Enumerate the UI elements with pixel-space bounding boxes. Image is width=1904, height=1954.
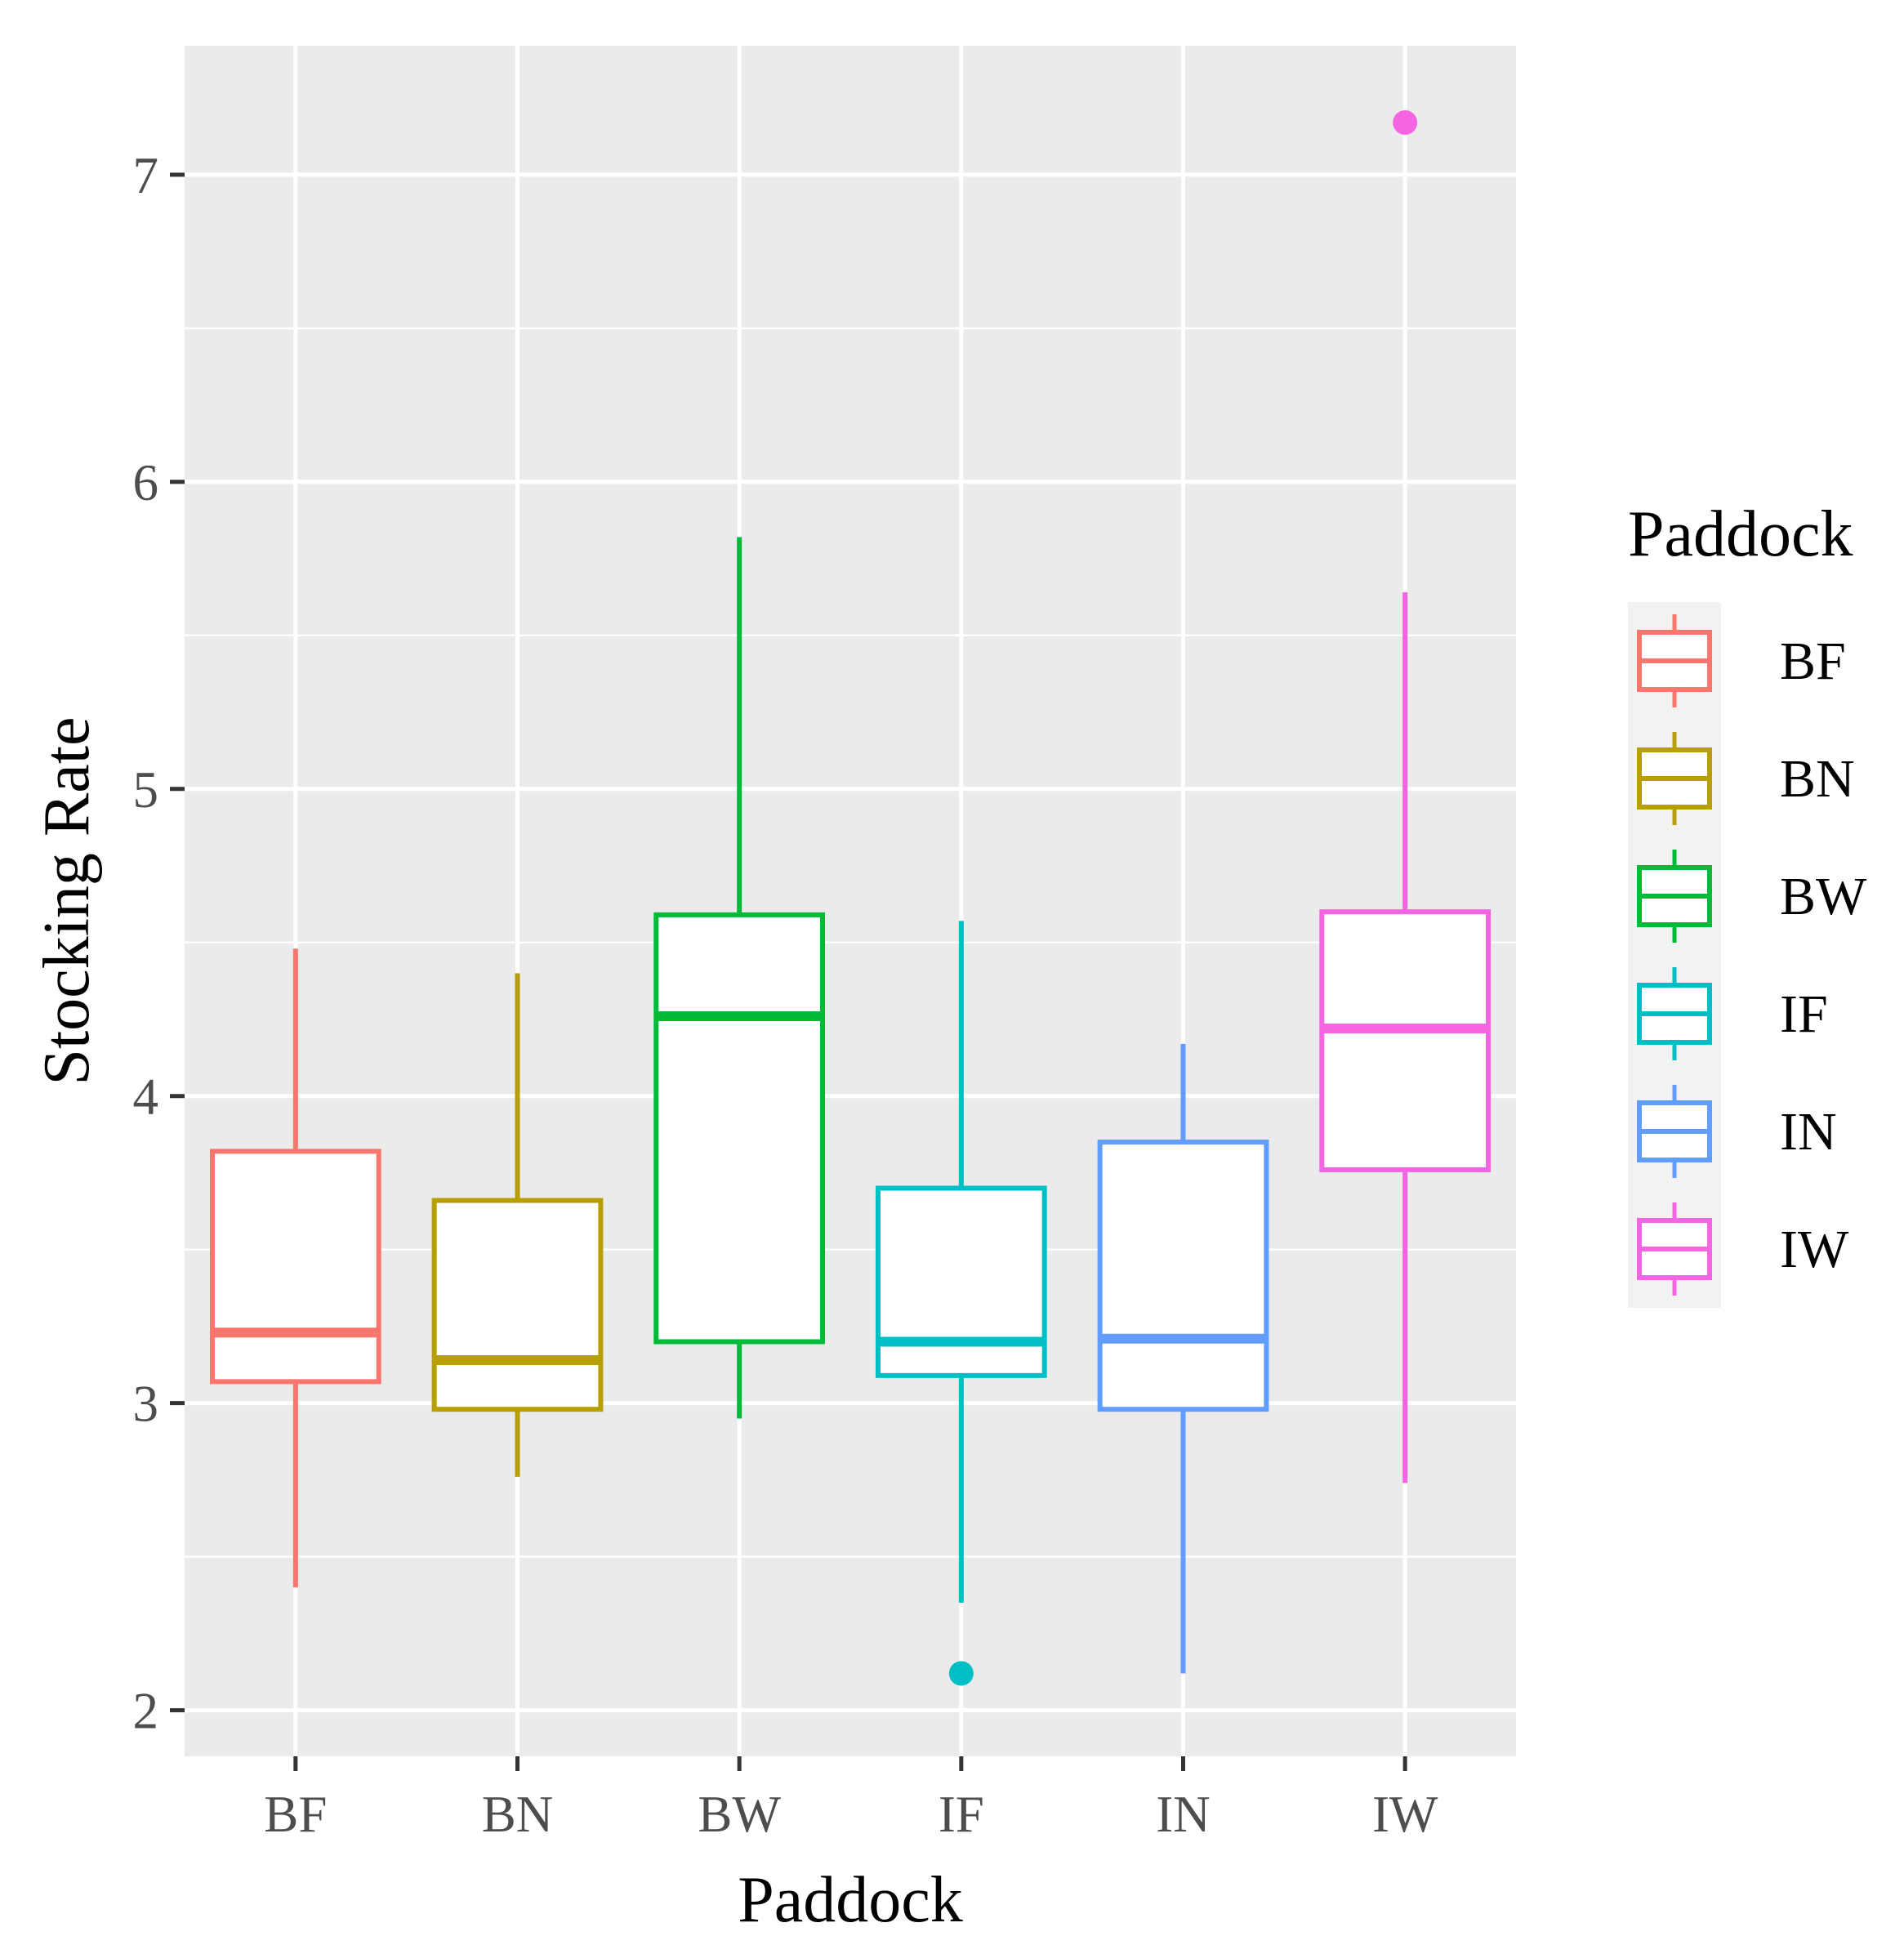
y-axis: 2 3 4 5 6 7 bbox=[133, 147, 185, 1740]
legend-label: IF bbox=[1780, 984, 1828, 1044]
box-bf bbox=[209, 948, 381, 1588]
y-axis-title: Stocking Rate bbox=[31, 716, 103, 1085]
legend-item-in: IN bbox=[1637, 1085, 1837, 1178]
box-in bbox=[1097, 1043, 1269, 1674]
y-tick-label: 6 bbox=[133, 454, 159, 511]
x-tick-label: BF bbox=[264, 1786, 327, 1843]
outlier-point bbox=[1393, 109, 1418, 135]
box-iqr bbox=[1319, 909, 1492, 1172]
y-tick-label: 4 bbox=[133, 1068, 159, 1126]
box-iqr bbox=[875, 1185, 1047, 1378]
legend-label: IW bbox=[1780, 1220, 1849, 1279]
legend-label: IN bbox=[1780, 1102, 1837, 1162]
legend: BF BN BW IF IN IW bbox=[1628, 602, 1867, 1308]
box-iqr bbox=[653, 912, 826, 1345]
legend-item-if: IF bbox=[1637, 967, 1828, 1060]
x-axis-title: Paddock bbox=[738, 1864, 963, 1936]
legend-label: BN bbox=[1780, 749, 1855, 809]
minor-gridlines bbox=[185, 327, 1516, 1558]
box-bw bbox=[653, 537, 826, 1419]
x-tick-label: IW bbox=[1372, 1786, 1438, 1843]
legend-item-bn: BN bbox=[1637, 732, 1855, 825]
box-iqr bbox=[431, 1198, 604, 1412]
plot-panel bbox=[185, 46, 1516, 1756]
box-if bbox=[875, 921, 1047, 1686]
legend-label: BF bbox=[1780, 631, 1846, 691]
legend-item-bw: BW bbox=[1637, 850, 1867, 943]
x-tick-label: BN bbox=[482, 1786, 554, 1843]
legend-key-background bbox=[1628, 602, 1721, 1308]
x-tick-label: IF bbox=[939, 1786, 984, 1843]
legend-item-iw: IW bbox=[1637, 1202, 1849, 1296]
box-bn bbox=[431, 973, 604, 1477]
y-tick-label: 2 bbox=[133, 1683, 159, 1740]
y-tick-label: 3 bbox=[133, 1376, 159, 1433]
outlier-point bbox=[948, 1661, 974, 1686]
legend-label: BW bbox=[1780, 867, 1867, 926]
box-iqr bbox=[209, 1149, 381, 1385]
y-tick-label: 5 bbox=[133, 761, 159, 819]
legend-title: Paddock bbox=[1628, 498, 1853, 570]
x-tick-label: IN bbox=[1156, 1786, 1210, 1843]
box-iw bbox=[1319, 109, 1492, 1483]
legend-item-bf: BF bbox=[1637, 614, 1846, 707]
x-axis: BF BN BW IF IN IW bbox=[264, 1756, 1438, 1843]
y-tick-label: 7 bbox=[133, 147, 159, 204]
box-series bbox=[209, 109, 1492, 1686]
x-tick-label: BW bbox=[698, 1786, 781, 1843]
box-iqr bbox=[1097, 1140, 1269, 1412]
